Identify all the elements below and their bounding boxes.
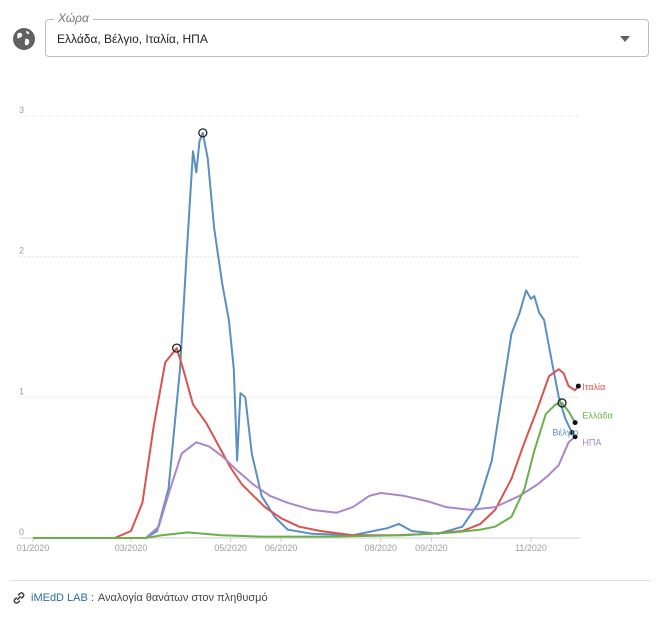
globe-icon	[13, 28, 35, 50]
link-icon[interactable]	[12, 591, 26, 605]
series-end-label: Ελλάδα	[582, 411, 612, 421]
footer-separator: :	[90, 592, 94, 604]
series-end-label: Βέλγιο	[552, 428, 578, 438]
x-tick-label: 05/2020	[214, 543, 247, 553]
country-select-value: Ελλάδα, Βέλγιο, Ιταλία, ΗΠΑ	[57, 32, 208, 46]
footer: iMEdD LAB : Αναλογία θανάτων στον πληθυσ…	[12, 591, 268, 605]
y-tick-label: 2	[19, 246, 24, 256]
y-tick-label: 1	[19, 386, 24, 396]
peak-marker	[557, 398, 567, 408]
deaths-chart: 0 1 2 3 01/2020 03/2020 05/2020 06/2020 08/2020 0…	[17, 105, 613, 553]
x-tick-label: 01/2020	[17, 543, 50, 553]
x-tick-label: 09/2020	[415, 543, 448, 553]
series-line	[33, 131, 573, 539]
footer-divider	[10, 580, 651, 581]
series-end-dot	[572, 420, 578, 426]
series-line	[33, 435, 576, 539]
country-select[interactable]: Χώρα Ελλάδα, Βέλγιο, Ιταλία, ΗΠΑ	[45, 11, 649, 57]
series-line	[33, 402, 576, 539]
y-tick-label: 0	[19, 527, 24, 537]
series-end-label: ΗΠΑ	[582, 438, 601, 448]
series-end-label: Ιταλία	[582, 382, 605, 392]
series-end-dot	[569, 430, 575, 435]
x-tick-label: 06/2020	[265, 543, 298, 553]
peak-marker	[198, 128, 208, 138]
series-end-dot	[575, 383, 581, 389]
series-end-dot	[572, 434, 578, 440]
chevron-down-icon[interactable]	[620, 36, 630, 42]
peak-marker	[172, 343, 182, 353]
y-tick-label: 3	[19, 105, 24, 115]
country-select-legend: Χώρα	[54, 11, 93, 25]
footer-brand-link[interactable]: iMEdD LAB	[31, 592, 88, 604]
series-line	[33, 347, 580, 539]
x-tick-label: 08/2020	[365, 543, 398, 553]
footer-caption: Αναλογία θανάτων στον πληθυσμό	[97, 592, 268, 604]
x-tick-label: 11/2020	[515, 543, 547, 553]
x-tick-label: 03/2020	[115, 543, 148, 553]
